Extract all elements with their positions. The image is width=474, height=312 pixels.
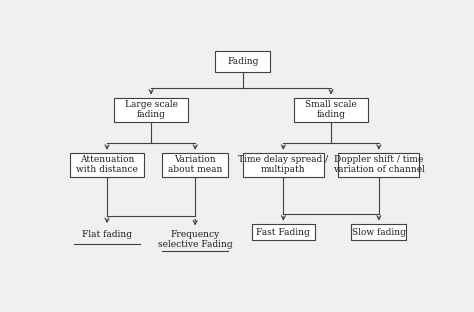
FancyBboxPatch shape	[114, 98, 188, 122]
FancyBboxPatch shape	[243, 153, 324, 177]
Text: Doppler shift / time
variation of channel: Doppler shift / time variation of channe…	[333, 155, 425, 174]
Text: Time delay spread /
multipath: Time delay spread / multipath	[238, 155, 328, 174]
FancyBboxPatch shape	[252, 224, 315, 241]
Text: Fading: Fading	[227, 57, 259, 66]
Text: Large scale
fading: Large scale fading	[125, 100, 178, 119]
Text: Frequency
selective Fading: Frequency selective Fading	[158, 230, 232, 249]
FancyBboxPatch shape	[294, 98, 368, 122]
Text: Fast Fading: Fast Fading	[256, 227, 310, 236]
Text: Slow fading: Slow fading	[352, 227, 406, 236]
Text: Flat fading: Flat fading	[82, 230, 132, 239]
FancyBboxPatch shape	[215, 51, 271, 72]
Text: Attenuation
with distance: Attenuation with distance	[76, 155, 138, 174]
FancyBboxPatch shape	[338, 153, 419, 177]
FancyBboxPatch shape	[351, 224, 406, 241]
Text: Variation
about mean: Variation about mean	[168, 155, 222, 174]
FancyBboxPatch shape	[70, 153, 144, 177]
Text: Small scale
fading: Small scale fading	[305, 100, 357, 119]
FancyBboxPatch shape	[162, 153, 228, 177]
